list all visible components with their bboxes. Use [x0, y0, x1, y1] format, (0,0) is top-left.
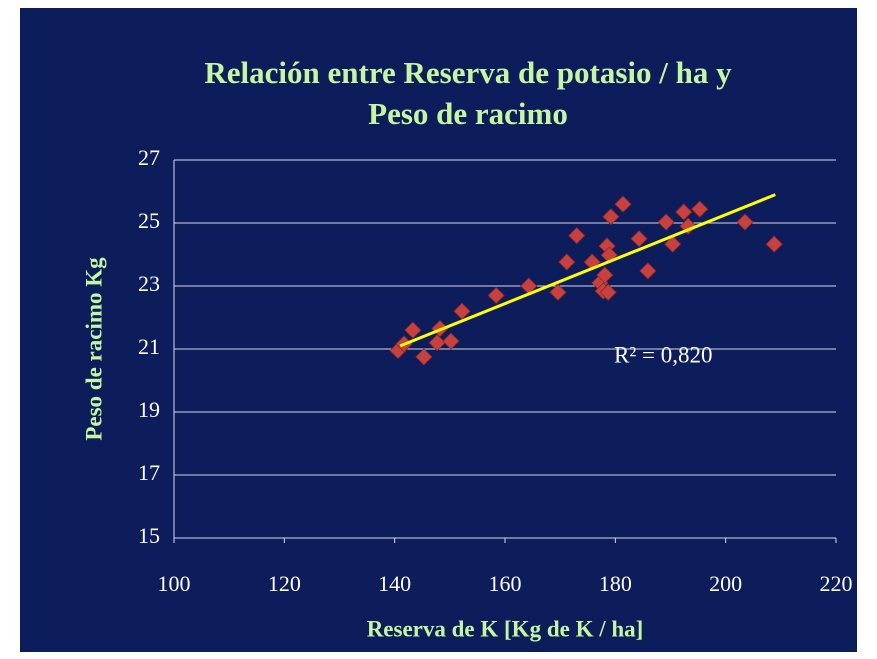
data-point	[404, 321, 422, 339]
y-tick-label: 17	[138, 460, 160, 485]
data-point	[568, 227, 586, 245]
r-squared-annotation: R² = 0,820	[614, 342, 712, 367]
x-tick-label: 120	[268, 571, 301, 596]
trendline	[399, 193, 776, 348]
data-point	[415, 348, 433, 366]
y-axis-label: Peso de racimo Kg	[81, 257, 106, 441]
data-point	[602, 208, 620, 226]
data-point	[614, 195, 632, 213]
x-tick-label: 200	[709, 571, 742, 596]
y-tick-label: 15	[138, 523, 160, 548]
x-axis-label: Reserva de K [Kg de K / ha]	[367, 616, 644, 641]
data-point	[487, 286, 505, 305]
y-tick-label: 19	[138, 397, 160, 422]
x-tick-label: 100	[158, 571, 191, 596]
data-point	[453, 302, 471, 320]
data-point	[691, 200, 709, 218]
data-point	[599, 283, 617, 301]
y-tick-label: 23	[138, 271, 160, 296]
data-point	[549, 283, 567, 301]
x-tick-label: 160	[489, 571, 522, 596]
chart-title: Peso de racimo	[368, 96, 568, 131]
data-point	[675, 203, 693, 221]
data-point	[428, 334, 446, 352]
y-tick-label: 27	[138, 145, 160, 170]
data-point	[657, 213, 675, 231]
data-point	[630, 230, 648, 248]
chart-title: Relación entre Reserva de potasio / ha y	[204, 55, 732, 90]
x-tick-label: 220	[820, 571, 853, 596]
data-point	[765, 235, 783, 253]
x-tick-label: 140	[378, 571, 411, 596]
data-point	[736, 213, 754, 231]
y-tick-label: 21	[138, 334, 160, 359]
data-point	[558, 253, 576, 271]
data-point	[639, 262, 657, 280]
x-tick-label: 180	[599, 571, 632, 596]
data-point	[442, 332, 460, 350]
data-point	[664, 235, 682, 253]
y-tick-label: 25	[138, 208, 160, 233]
data-point	[596, 266, 614, 284]
